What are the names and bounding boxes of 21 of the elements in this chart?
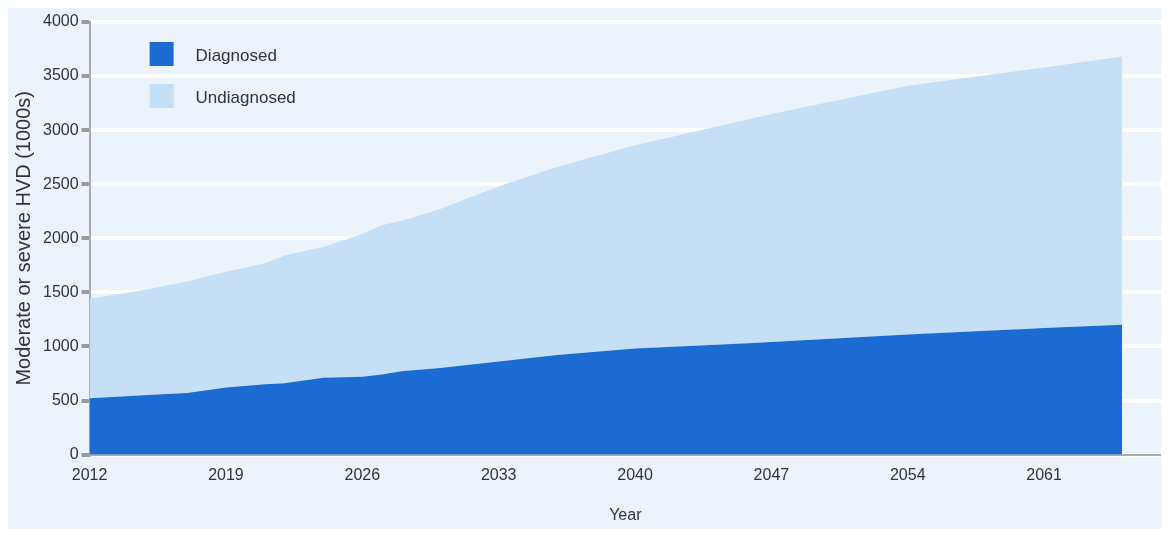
y-tick-label: 500 [51,390,79,408]
x-tick-label: 2019 [208,465,244,483]
legend-label: Diagnosed [195,45,277,65]
y-tick-label: 0 [69,445,79,463]
y-tick-label: 1500 [43,282,79,300]
x-tick-label: 2061 [1026,465,1063,483]
y-tick-label: 4000 [43,12,79,30]
y-tick-label: 2500 [43,174,79,192]
legend-label: Undiagnosed [195,87,296,107]
y-tick-label: 3500 [43,66,79,84]
x-tick-label: 2012 [71,465,108,483]
x-tick-label: 2033 [480,465,517,483]
x-axis-title: Year [609,505,643,523]
y-tick-label: 3000 [43,120,79,138]
x-tick-label: 2026 [344,465,381,483]
y-tick-label: 1000 [43,336,79,354]
x-tick-label: 2054 [889,465,926,483]
y-tick-label: 2000 [43,228,79,246]
x-tick-label: 2047 [753,465,790,483]
x-tick-label: 2040 [617,465,653,483]
y-axis-title: Moderate or severe HVD (1000s) [11,91,34,386]
